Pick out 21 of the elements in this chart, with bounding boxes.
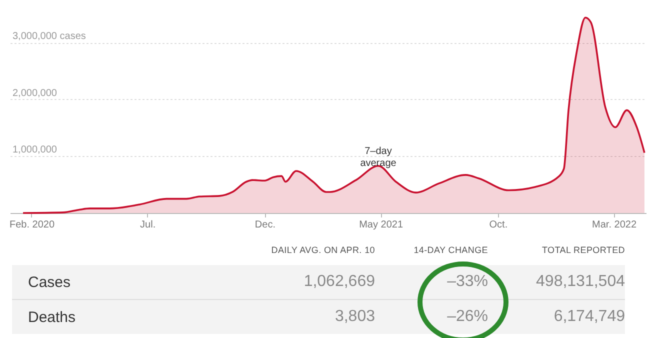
text: 3,803 (250, 300, 375, 334)
x-tick-label: Mar. 2022 (592, 220, 637, 230)
text: –26% (375, 300, 488, 334)
text: –33% (375, 265, 488, 300)
x-tick-label: May 2021 (359, 220, 404, 230)
text: Cases (12, 265, 250, 300)
y-tick-label: 1,000,000 (12, 144, 58, 156)
text: TOTAL REPORTED (541, 244, 625, 257)
x-tick-label: Oct. (489, 220, 508, 230)
y-tick-label: 2,000,000 (12, 88, 58, 99)
annotation: 7–day average (360, 146, 397, 169)
text: 14-DAY CHANGE (412, 244, 488, 257)
text: DAILY AVG. ON APR. 10 (270, 244, 375, 257)
x-tick-label: Jul. (140, 220, 156, 230)
y-tick-label: 3,000,000 cases (12, 31, 86, 42)
text: 6,174,749 (488, 300, 625, 334)
x-tick-label: Feb. 2020 (9, 220, 55, 230)
text: Deaths (12, 300, 250, 334)
text: 1,062,669 (250, 265, 375, 300)
x-tick-label: Dec. (254, 220, 276, 230)
text: 498,131,504 (488, 265, 625, 300)
